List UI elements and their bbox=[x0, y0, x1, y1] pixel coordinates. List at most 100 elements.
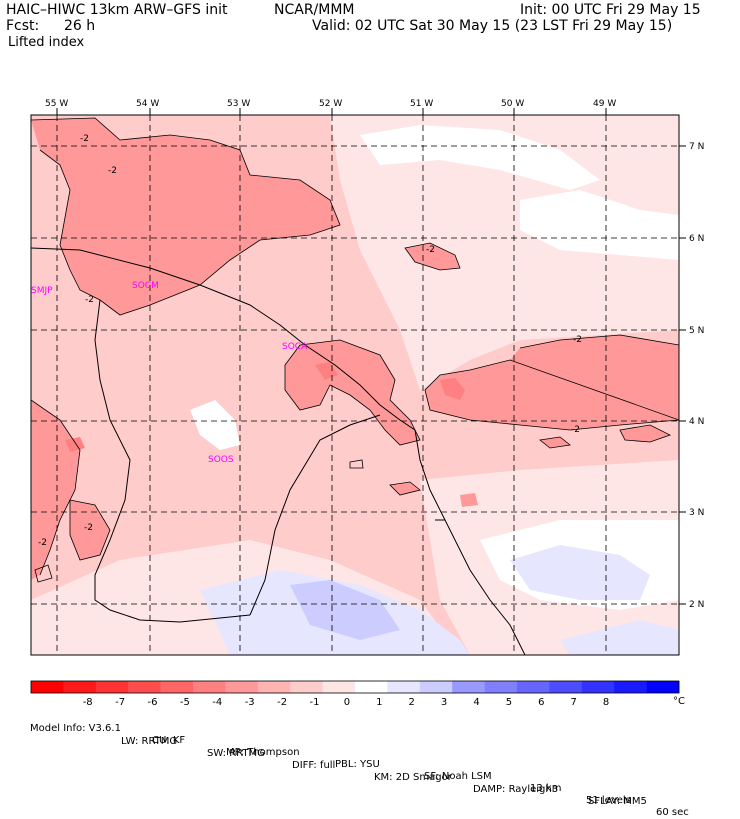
model-info: Model Info: V3.6.1 bbox=[30, 723, 121, 734]
colorbar-tick-label: 4 bbox=[473, 697, 479, 708]
contour-label: -2 bbox=[573, 335, 582, 345]
colorbar-tick-label: -8 bbox=[83, 697, 93, 708]
surface-layer-scheme: SFLAY: MM5 bbox=[588, 796, 647, 807]
field-region-dark-small2 bbox=[540, 437, 570, 448]
colorbar-swatch bbox=[257, 681, 291, 693]
lat-label-2n: 2 N bbox=[689, 600, 704, 610]
colorbar-swatch bbox=[419, 681, 453, 693]
field-region-dark-small1 bbox=[405, 243, 460, 270]
colorbar-tick-label: 0 bbox=[344, 697, 350, 708]
contour-label: -2 bbox=[571, 425, 580, 435]
contour-label: -2 bbox=[38, 538, 47, 548]
colorbar-swatch bbox=[31, 681, 64, 693]
valid-time: Valid: 02 UTC Sat 30 May 15 (23 LST Fri … bbox=[312, 18, 673, 34]
colorbar-swatch bbox=[290, 681, 323, 693]
field-region-dark-ne bbox=[425, 335, 679, 430]
station-soca: SOCA bbox=[282, 342, 308, 352]
field-region-blue-2 bbox=[510, 545, 650, 600]
contour-line bbox=[34, 564, 53, 583]
colorbar-tick-label: 1 bbox=[376, 697, 382, 708]
contour-line bbox=[404, 242, 461, 271]
coastline bbox=[31, 247, 526, 655]
contour-labels: -2 -2 -2 -2 -2 -2 -2 -2 bbox=[38, 134, 582, 548]
lon-label-53w: 53 W bbox=[227, 99, 250, 109]
map-frame bbox=[30, 114, 680, 656]
contour-label: -2 bbox=[84, 523, 93, 533]
lon-ticks bbox=[56, 108, 607, 115]
colorbar-swatch bbox=[95, 681, 129, 693]
colorbar-tick-label: -2 bbox=[277, 697, 287, 708]
map-canvas: 55 W 54 W 53 W 52 W 51 W 50 W 49 W 7 N 6… bbox=[30, 99, 704, 708]
colorbar-swatch bbox=[160, 681, 194, 693]
colorbar-tick-label: 5 bbox=[506, 697, 512, 708]
contour-line bbox=[31, 117, 341, 316]
shortwave-scheme: SW: RRTMG bbox=[207, 748, 265, 759]
contour-line bbox=[539, 436, 571, 449]
colorbar-swatch bbox=[63, 681, 97, 693]
field-region-white-1 bbox=[360, 125, 600, 190]
forecast-label: Fcst: bbox=[6, 18, 40, 34]
station-soos: SOOS bbox=[208, 455, 234, 465]
lat-label-4n: 4 N bbox=[689, 417, 704, 427]
colorbar-tick-label: -5 bbox=[180, 697, 190, 708]
lon-label-52w: 52 W bbox=[319, 99, 342, 109]
colorbar-tick-label: -3 bbox=[245, 697, 255, 708]
field-region-blue-3 bbox=[290, 580, 400, 640]
lat-label-7n: 7 N bbox=[689, 142, 704, 152]
field-region-blue-4 bbox=[560, 620, 679, 655]
colorbar-tick-label: -7 bbox=[115, 697, 125, 708]
colorbar-swatch bbox=[581, 681, 615, 693]
field-region-darker-1 bbox=[440, 378, 465, 400]
station-socm: SOCM bbox=[132, 281, 159, 291]
lat-ticks bbox=[679, 145, 686, 605]
border-line bbox=[249, 414, 381, 616]
lon-label-49w: 49 W bbox=[593, 99, 616, 109]
colorbar-tick-label: -4 bbox=[212, 697, 222, 708]
init-time: Init: 00 UTC Fri 29 May 15 bbox=[520, 2, 701, 18]
colorbar-swatch bbox=[517, 681, 550, 693]
colorbar-tick-label: -1 bbox=[310, 697, 320, 708]
forecast-hour: 26 h bbox=[64, 18, 96, 34]
longwave-scheme: LW: RRTMG bbox=[121, 736, 178, 747]
field-region-white-2 bbox=[520, 190, 679, 260]
lon-label-55w: 55 W bbox=[45, 99, 68, 109]
contour-label: -2 bbox=[426, 245, 435, 255]
border-line bbox=[94, 299, 251, 623]
diffusion-option: DIFF: full bbox=[292, 760, 336, 771]
colorbar-swatch bbox=[322, 681, 356, 693]
field-region-light-ne bbox=[330, 115, 679, 390]
colorbar-tick-label: 8 bbox=[603, 697, 609, 708]
lat-lon-grid bbox=[31, 115, 679, 655]
colorbar-swatch bbox=[193, 681, 226, 693]
contour-line bbox=[284, 339, 421, 446]
lat-label-5n: 5 N bbox=[689, 326, 704, 336]
contour-label: -2 bbox=[80, 134, 89, 144]
model-title: HAIC–HIWC 13km ARW–GFS init bbox=[6, 2, 228, 18]
contour-label: -2 bbox=[85, 295, 94, 305]
colorbar-swatch bbox=[355, 681, 388, 693]
field-region-white-3 bbox=[190, 400, 240, 450]
colorbar-swatch bbox=[614, 681, 647, 693]
lon-label-51w: 51 W bbox=[410, 99, 433, 109]
damping-option: DAMP: Rayleigh3 bbox=[473, 784, 559, 795]
colorbar-swatch bbox=[387, 681, 421, 693]
colorbar-tick-label: 6 bbox=[538, 697, 544, 708]
colorbar-frame bbox=[30, 680, 680, 694]
contour-label: -2 bbox=[108, 166, 117, 176]
colorbar-swatch bbox=[549, 681, 583, 693]
colorbar-swatch bbox=[646, 681, 680, 693]
time-step: 60 sec bbox=[656, 807, 689, 818]
contour-line bbox=[424, 334, 679, 431]
colorbar-unit: °C bbox=[673, 696, 685, 707]
org-label: NCAR/MMM bbox=[274, 2, 355, 18]
colorbar-tick-label: 2 bbox=[409, 697, 415, 708]
lat-label-6n: 6 N bbox=[689, 234, 704, 244]
contour-line bbox=[389, 481, 421, 496]
lon-label-54w: 54 W bbox=[136, 99, 159, 109]
pbl-scheme: PBL: YSU bbox=[335, 759, 380, 770]
contour-line bbox=[349, 459, 364, 469]
field-region-dark-sw2 bbox=[70, 500, 110, 560]
colorbar-tick-label: 3 bbox=[441, 697, 447, 708]
colorbar-swatch bbox=[225, 681, 259, 693]
colorbar-swatch bbox=[484, 681, 518, 693]
